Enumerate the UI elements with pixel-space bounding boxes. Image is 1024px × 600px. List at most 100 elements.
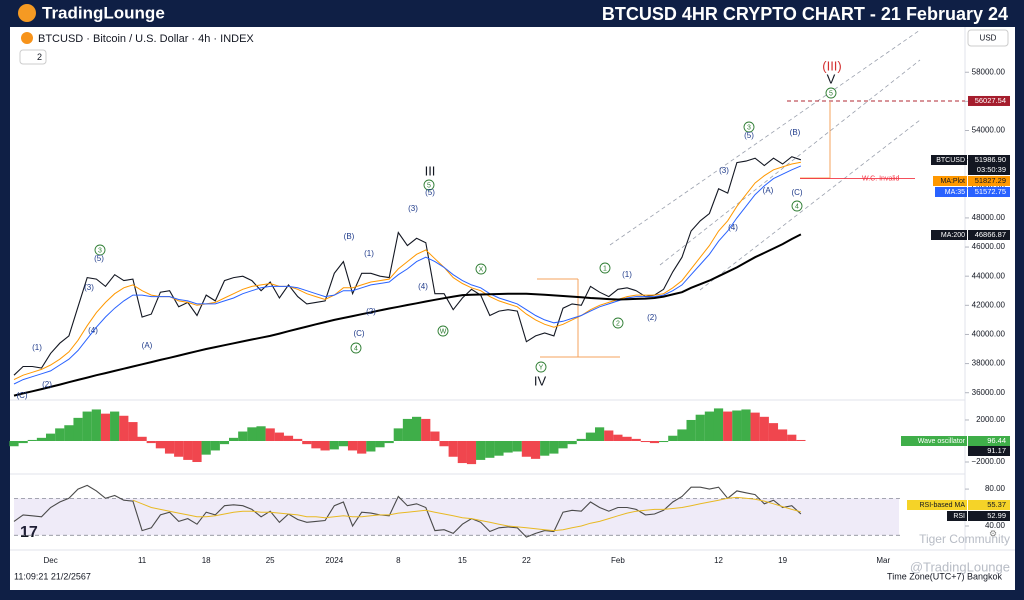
y-tick-label: 40.00 xyxy=(985,521,1006,530)
wave-label: (2) xyxy=(647,313,657,322)
oscillator-bar xyxy=(677,429,687,441)
wave-label: 2 xyxy=(616,320,620,327)
oscillator-bar xyxy=(549,440,559,454)
wave-circle xyxy=(94,244,106,256)
y-tick-label: 46000.00 xyxy=(972,242,1006,251)
series-line xyxy=(13,165,802,385)
badge-name-bg xyxy=(933,176,967,186)
badge-name: MA:Plot xyxy=(940,178,965,185)
currency: USD xyxy=(980,34,997,43)
wave-label: (4) xyxy=(88,326,98,335)
oscillator-bar xyxy=(640,440,650,443)
badge-bg xyxy=(968,446,1010,456)
logo-icon xyxy=(18,4,36,22)
badge-name-bg xyxy=(931,155,967,165)
badge-bg xyxy=(968,436,1010,446)
oscillator-bar xyxy=(631,438,641,441)
watermark: Tiger Community xyxy=(919,532,1010,546)
oscillator-bar xyxy=(704,411,714,441)
wave-label: (5) xyxy=(425,188,435,197)
oscillator-bar xyxy=(430,431,440,441)
oscillator-bar xyxy=(576,438,586,441)
collapsed-count: 2 xyxy=(37,52,42,62)
oscillator-bar xyxy=(36,437,47,441)
symbol-title: BTCUSD · Bitcoin / U.S. Dollar · 4h · IN… xyxy=(38,33,254,45)
badge-bg xyxy=(968,95,1010,106)
y-tick-label: 36000.00 xyxy=(972,388,1006,397)
badge-name-bg xyxy=(931,230,967,240)
x-tick-label: 25 xyxy=(266,556,275,565)
wave-label: (3) xyxy=(84,283,94,292)
y-tick-label: 40000.00 xyxy=(972,330,1006,339)
badge-name: MA:200 xyxy=(941,232,965,239)
wave-label: 1 xyxy=(603,265,607,272)
oscillator-bar xyxy=(192,440,202,463)
oscillator-bar xyxy=(91,409,101,441)
oscillator-bar xyxy=(713,408,724,441)
oscillator-bar xyxy=(347,440,358,451)
wave-label: (A) xyxy=(763,186,774,195)
channel xyxy=(609,29,921,291)
wave-label: V xyxy=(827,71,836,86)
badge-value: 51572.75 xyxy=(975,187,1006,196)
oscillator-bar xyxy=(302,440,312,445)
oscillator-bar xyxy=(768,423,779,441)
wave-circle xyxy=(825,87,837,99)
countdown: 03:50:39 xyxy=(977,165,1006,174)
y-tick-label: 38000.00 xyxy=(972,359,1006,368)
wave-label: (4) xyxy=(728,223,738,232)
wave-label: (1) xyxy=(364,249,374,258)
badge-value: 51827.29 xyxy=(975,176,1006,185)
currency-button[interactable] xyxy=(967,29,1009,47)
oscillator-bar xyxy=(448,440,458,457)
x-tick-label: 15 xyxy=(458,556,467,565)
page-title: BTCUSD 4HR CRYPTO CHART - 21 February 24 xyxy=(602,4,1008,24)
badge-bg xyxy=(968,511,1010,521)
oscillator-bar xyxy=(649,440,660,444)
badge-name: RSI-based MA xyxy=(919,502,965,509)
badge-value: 91.17 xyxy=(987,446,1006,455)
oscillator-bar xyxy=(503,440,513,453)
x-tick-label: 8 xyxy=(396,556,401,565)
oscillator-bar xyxy=(595,427,605,441)
badge-name: MA:35 xyxy=(945,189,965,196)
settings-icon[interactable]: ⚙ xyxy=(989,528,997,538)
wave-label: (C) xyxy=(353,329,364,338)
y-tick-label: 58000.00 xyxy=(972,67,1006,76)
logo: TradingLounge xyxy=(42,3,165,22)
wave-label: (4) xyxy=(418,282,428,291)
oscillator-bar xyxy=(439,440,449,447)
oscillator-bar xyxy=(338,440,348,447)
oscillator-bar xyxy=(357,440,367,454)
oscillator-bar xyxy=(64,425,74,441)
oscillator-bar xyxy=(604,430,614,441)
badge-bg xyxy=(968,500,1010,510)
oscillator-bar xyxy=(476,440,486,460)
oscillator-bar xyxy=(146,440,156,444)
oscillator-bar xyxy=(686,419,696,441)
badge-bg xyxy=(968,187,1010,197)
x-tick-label: 18 xyxy=(202,556,211,565)
oscillator-bar xyxy=(622,436,632,441)
oscillator-bar xyxy=(256,426,266,441)
wave-label: X xyxy=(479,266,484,273)
wave-label: W xyxy=(440,328,447,335)
oscillator-bar xyxy=(329,440,339,450)
badge-value: 52.99 xyxy=(987,511,1006,520)
wave-label: 3 xyxy=(747,124,751,131)
oscillator-bar xyxy=(174,440,184,457)
oscillator-bar xyxy=(723,411,733,441)
wave-label: (B) xyxy=(790,128,801,137)
oscillator-bar xyxy=(750,412,760,441)
y-tick-label: 2000.00 xyxy=(976,415,1005,424)
oscillator-bar xyxy=(540,440,550,456)
oscillator-bar xyxy=(659,440,669,443)
oscillator-bar xyxy=(274,432,284,441)
oscillator-bar xyxy=(796,439,806,441)
x-tick-label: Mar xyxy=(876,556,890,565)
wave-circle xyxy=(423,179,435,191)
wave-label: (C) xyxy=(791,188,802,197)
oscillator-bar xyxy=(201,440,211,455)
collapse-button[interactable] xyxy=(19,49,47,65)
